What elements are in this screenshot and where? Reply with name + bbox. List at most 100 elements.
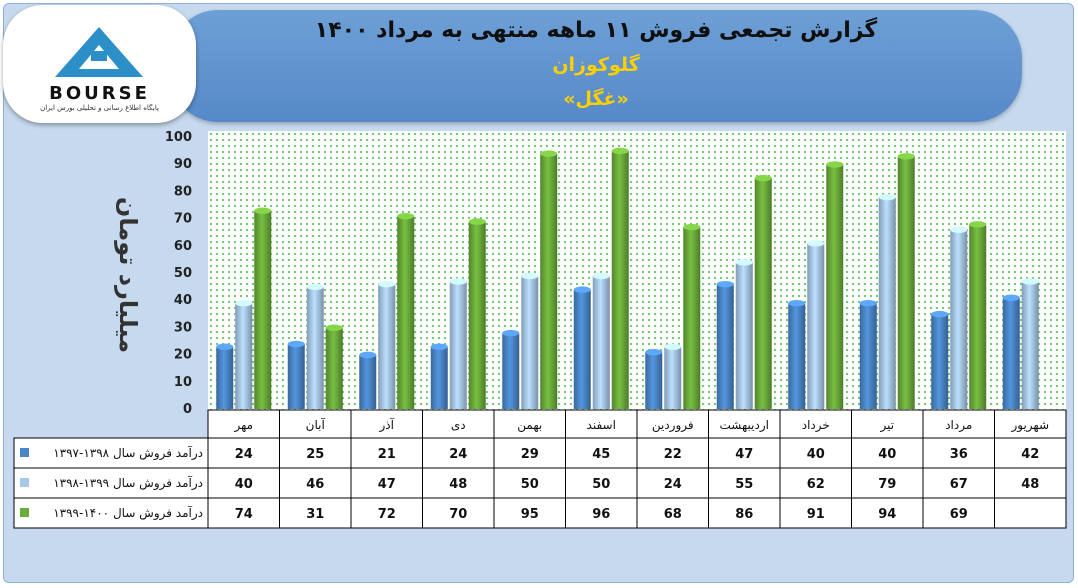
bar — [287, 344, 305, 409]
y-tick-label: 60 — [174, 239, 192, 254]
bar-cap — [878, 193, 896, 201]
bar — [683, 227, 701, 409]
bar-cap — [359, 351, 377, 359]
bar — [468, 221, 486, 409]
data-value: 31 — [306, 507, 324, 522]
data-value: 96 — [592, 507, 610, 522]
month-label: آذر — [379, 417, 395, 433]
bar — [540, 153, 558, 409]
bar-cap — [1002, 294, 1020, 301]
bar — [645, 352, 663, 409]
y-tick-label: 10 — [174, 375, 192, 390]
bar-cap — [859, 300, 877, 307]
bar — [826, 164, 844, 409]
bar-cap — [754, 174, 772, 182]
bar — [502, 333, 520, 409]
data-value: 47 — [735, 447, 753, 462]
data-value: 68 — [664, 507, 682, 522]
y-tick-label: 30 — [174, 320, 192, 335]
company-name: گلوکوزان — [552, 54, 640, 76]
data-value: 24 — [449, 447, 467, 462]
data-value: 94 — [878, 507, 896, 522]
bar — [754, 178, 772, 409]
legend-key — [20, 448, 29, 457]
bar-cap — [430, 343, 448, 350]
month-label: مرداد — [945, 418, 972, 433]
data-value: 50 — [521, 477, 539, 492]
data-value: 24 — [235, 447, 253, 462]
bar-cap — [449, 278, 467, 285]
data-value: 48 — [449, 477, 467, 492]
month-label: فروردین — [652, 418, 694, 433]
bar — [235, 303, 253, 409]
bar — [521, 276, 539, 409]
bar-cap — [807, 240, 825, 247]
data-value: 24 — [664, 477, 682, 492]
bar-cap — [592, 272, 610, 280]
bar-cap — [397, 212, 415, 220]
y-tick-label: 0 — [183, 402, 192, 417]
bar — [359, 354, 377, 409]
logo-wordmark: BOURSE — [49, 83, 150, 104]
legend-key — [20, 478, 29, 487]
data-value: 74 — [235, 507, 253, 522]
bar-cap — [573, 286, 591, 293]
bar — [573, 289, 591, 409]
bar-cap — [1021, 278, 1039, 285]
bar — [592, 276, 610, 409]
legend-key — [20, 508, 29, 517]
data-value: 55 — [735, 477, 753, 492]
bar-cap — [521, 272, 539, 280]
month-label: تیر — [879, 418, 894, 433]
bar — [788, 303, 806, 409]
bar-cap — [664, 343, 682, 350]
y-tick-label: 90 — [174, 157, 192, 172]
y-tick-label: 70 — [174, 212, 192, 227]
data-value: 69 — [950, 507, 968, 522]
bar-cap — [378, 280, 396, 288]
bar-cap — [735, 259, 753, 266]
month-label: آبان — [306, 417, 326, 432]
bar — [859, 303, 877, 409]
bar-cap — [325, 324, 343, 331]
bar — [878, 197, 896, 409]
month-label: شهریور — [1010, 418, 1049, 433]
bar-cap — [645, 348, 663, 356]
y-tick-label: 20 — [174, 348, 192, 363]
data-value: 62 — [807, 477, 825, 492]
data-value: 91 — [807, 507, 825, 522]
data-value: 25 — [306, 447, 324, 462]
bar — [449, 281, 467, 409]
y-tick-label: 50 — [174, 266, 192, 281]
bar-cap — [826, 161, 844, 168]
data-value: 79 — [878, 477, 896, 492]
series-label: درآمد فروش سال ۱۳۹۸-۱۳۹۷ — [53, 445, 203, 461]
bar — [397, 216, 415, 409]
bar — [216, 346, 234, 409]
bar-cap — [931, 310, 949, 318]
bar — [254, 210, 272, 409]
bar — [1002, 297, 1020, 409]
title-banner: گزارش تجمعی فروش ۱۱ ماهه منتهی به مرداد … — [170, 10, 1022, 122]
ticker-symbol: «غگل» — [563, 88, 629, 110]
month-label: اسفند — [587, 418, 616, 432]
data-value: 47 — [378, 477, 396, 492]
bar — [430, 346, 448, 409]
bar — [807, 243, 825, 409]
data-value: 70 — [449, 507, 467, 522]
y-tick-label: 80 — [174, 184, 192, 199]
bar — [611, 150, 629, 409]
bar-cap — [254, 207, 272, 214]
data-value: 86 — [735, 507, 753, 522]
bar-cap — [897, 153, 915, 160]
data-value: 29 — [521, 447, 539, 462]
bar — [325, 327, 343, 409]
bar-cap — [969, 221, 987, 228]
month-label: اردیبهشت — [720, 418, 769, 433]
bar — [716, 284, 734, 409]
bar — [897, 156, 915, 409]
data-value: 42 — [1021, 447, 1039, 462]
month-label: خرداد — [802, 418, 830, 433]
month-label: مهر — [233, 418, 253, 433]
bar-cap — [611, 147, 629, 155]
